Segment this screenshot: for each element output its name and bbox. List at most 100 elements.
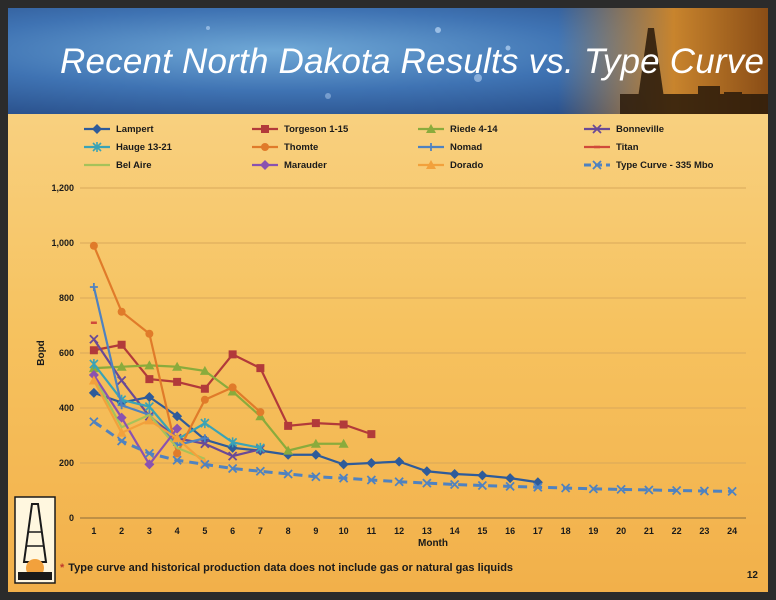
footnote-text: Type curve and historical production dat… [68, 562, 514, 574]
data-point [533, 482, 543, 492]
legend-item: Type Curve - 335 Mbo [584, 160, 714, 171]
chart-area: Lampert Torgeson 1-15 Riede 4-14 Bonneville… [8, 114, 768, 592]
legend-item: Thomte [252, 142, 318, 153]
page-number: 12 [746, 570, 758, 581]
x-tick-label: 8 [286, 526, 291, 536]
legend: Lampert Torgeson 1-15 Riede 4-14 Bonneville… [84, 124, 714, 171]
legend-marker [261, 125, 269, 133]
data-point [284, 421, 293, 430]
legend-label: Lampert [116, 124, 154, 135]
x-tick-label: 6 [230, 526, 235, 536]
data-point [116, 412, 127, 423]
series-line [92, 374, 178, 467]
data-point [338, 473, 349, 483]
data-point [283, 445, 294, 455]
x-tick-label: 19 [588, 526, 598, 536]
x-tick-label: 22 [672, 526, 682, 536]
data-point [311, 472, 321, 482]
data-point [116, 361, 127, 371]
x-tick-label: 13 [422, 526, 432, 536]
legend-item: Riede 4-14 [418, 124, 498, 135]
data-point [256, 364, 265, 373]
legend-marker [592, 160, 602, 170]
x-tick-label: 23 [699, 526, 709, 536]
series-line [93, 364, 344, 452]
data-point [727, 486, 737, 496]
data-point [117, 401, 126, 410]
data-point [200, 434, 209, 443]
data-point [366, 475, 377, 485]
data-point [338, 438, 349, 448]
legend-label: Hauge 13-21 [116, 142, 173, 153]
data-point [422, 478, 432, 488]
legend-label: Thomte [284, 142, 318, 153]
series-thomte [89, 241, 265, 458]
data-point [88, 387, 99, 398]
x-tick-label: 1 [91, 526, 96, 536]
x-tick-label: 21 [644, 526, 654, 536]
legend-label: Nomad [450, 142, 482, 153]
data-point [89, 283, 98, 291]
data-point [89, 359, 99, 369]
line-chart: Lampert Torgeson 1-15 Riede 4-14 Bonneville… [36, 124, 746, 549]
x-tick-label: 7 [258, 526, 263, 536]
legend-marker [92, 124, 102, 134]
legend-label: Marauder [284, 160, 327, 171]
data-point [89, 334, 99, 344]
data-point [144, 459, 155, 470]
footnote-marker: * [60, 562, 65, 574]
data-point [616, 484, 626, 495]
x-tick-label: 10 [339, 526, 349, 536]
x-tick-label: 11 [367, 526, 377, 536]
y-tick-label: 200 [59, 458, 74, 468]
data-point [339, 420, 348, 429]
y-tick-label: 600 [59, 348, 74, 358]
data-point [367, 430, 376, 439]
data-point [228, 350, 237, 359]
x-tick-label: 4 [175, 526, 180, 536]
legend-item: Bonneville [584, 124, 664, 135]
data-point [144, 448, 155, 459]
legend-marker [426, 124, 436, 133]
data-point [144, 360, 155, 370]
legend-label: Titan [616, 142, 639, 153]
y-tick-label: 800 [59, 293, 74, 303]
data-point [255, 466, 266, 476]
slide-title: Recent North Dakota Results vs. Type Cur… [60, 42, 765, 81]
series-line [93, 420, 733, 493]
data-point [172, 361, 183, 371]
data-point [421, 466, 432, 477]
y-axis-label: Bopd [36, 340, 47, 366]
x-tick-label: 9 [313, 526, 318, 536]
data-point [671, 485, 682, 496]
data-point [227, 451, 238, 461]
series-lampert [88, 387, 543, 488]
data-point [89, 346, 98, 355]
series-layer [88, 241, 737, 496]
series-dorado [88, 375, 210, 467]
x-axis-ticks: 1 2 3 4 5 6 7 8 9 10 11 12 13 14 15 16 17 18 19 20 21 22 23 24 [91, 526, 737, 536]
data-point [311, 419, 320, 428]
data-point [200, 395, 209, 404]
legend-label: Riede 4-14 [450, 124, 498, 135]
legend-marker [426, 160, 436, 169]
legend-item: Torgeson 1-15 [252, 124, 349, 135]
legend-item: Hauge 13-21 [84, 142, 173, 153]
data-point [644, 485, 654, 495]
data-point [88, 370, 99, 380]
data-point [89, 241, 98, 250]
data-point [173, 377, 182, 386]
data-point [310, 449, 321, 460]
x-tick-label: 20 [616, 526, 626, 536]
legend-label: Dorado [450, 160, 483, 171]
data-point [505, 481, 515, 492]
data-point [699, 486, 710, 496]
footnote: * Type curve and historical production da… [60, 562, 513, 574]
data-point [338, 459, 349, 470]
data-point [477, 480, 488, 491]
data-point [172, 423, 183, 434]
title-banner: Recent North Dakota Results vs. Type Cur… [8, 8, 768, 114]
legend-item: Lampert [84, 124, 154, 135]
data-point [366, 458, 377, 468]
legend-item: Dorado [418, 160, 483, 171]
